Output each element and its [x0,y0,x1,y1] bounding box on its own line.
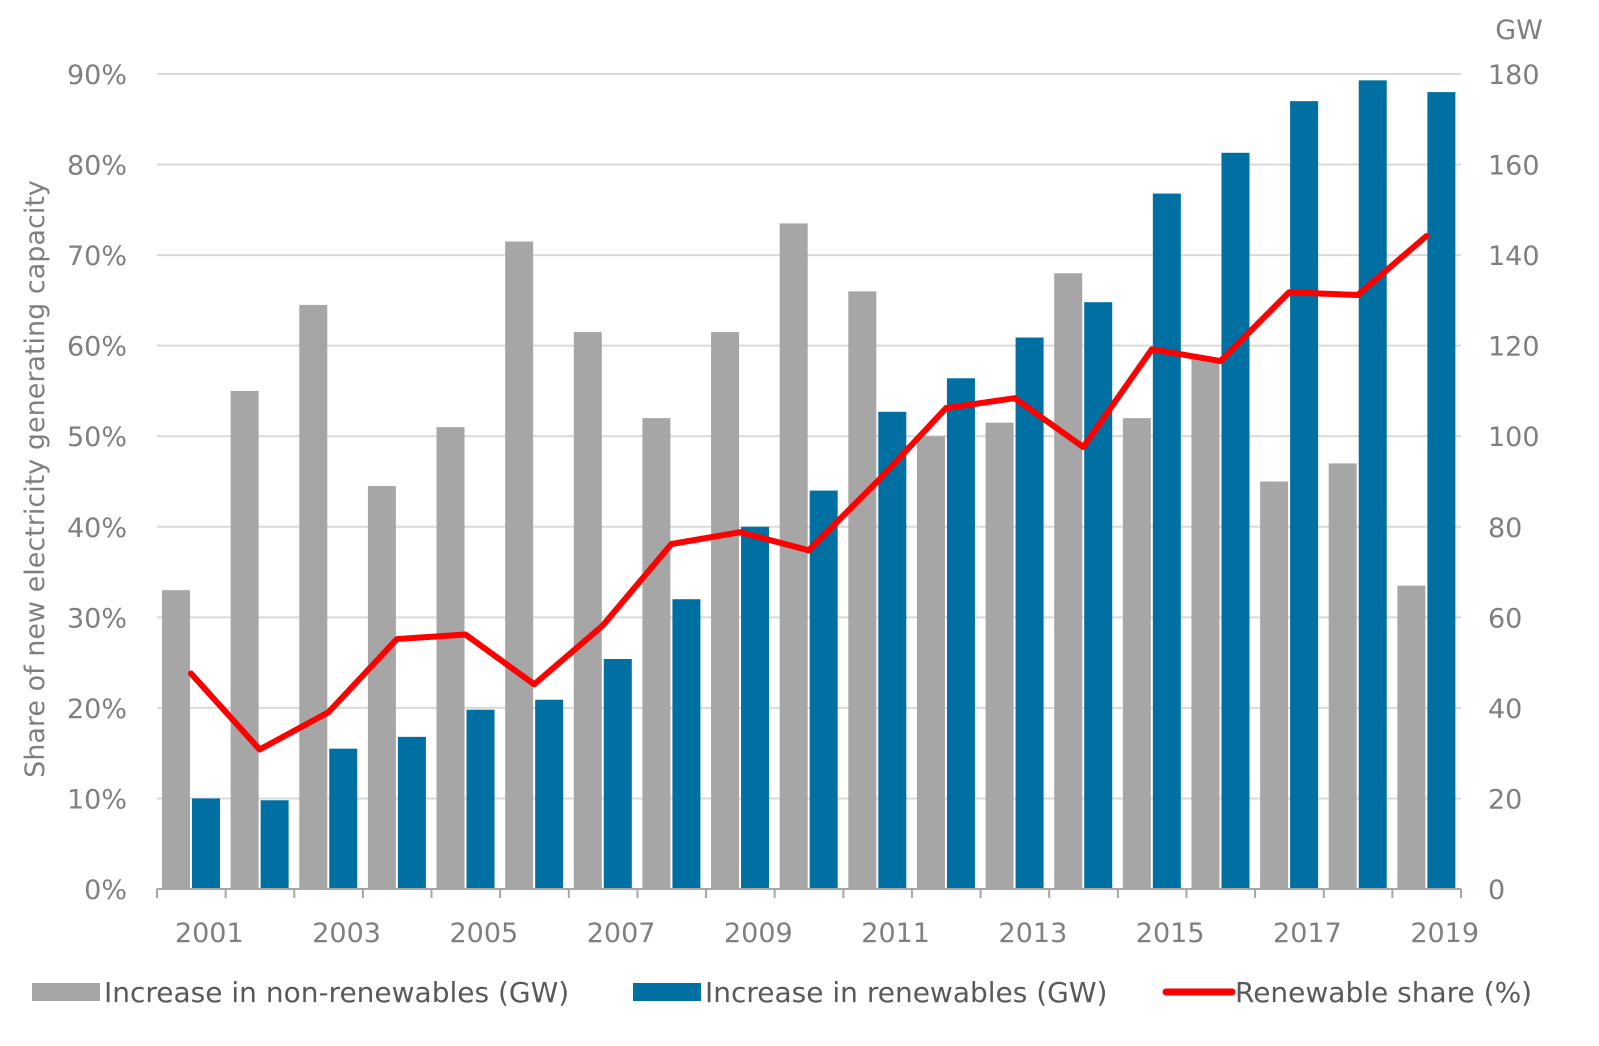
bar-renewables [1015,337,1044,889]
x-tick-label: 2015 [1136,918,1205,949]
y2-tick-label: 180 [1488,60,1540,91]
bar-non-renewables [436,427,465,889]
bar-non-renewables [299,304,328,890]
legend-label: Increase in non-renewables (GW) [104,976,569,1009]
bar-renewables [1290,101,1319,889]
y2-tick-label: 0 [1488,875,1505,906]
y2-tick-label: 80 [1488,513,1522,544]
bar-non-renewables [1260,481,1289,889]
bar-non-renewables [848,291,877,889]
legend-label: Increase in renewables (GW) [705,976,1107,1009]
bar-non-renewables [1328,463,1357,889]
bar-renewables [1427,92,1456,890]
bar-non-renewables [573,332,602,889]
bar-non-renewables [1122,418,1151,889]
bar-non-renewables [642,418,671,889]
bar-renewables [1152,193,1181,890]
y-tick-label: 30% [67,603,127,634]
y-tick-label: 50% [67,422,127,453]
bar-renewables [397,736,426,889]
y2-tick-label: 140 [1488,241,1540,272]
bar-non-renewables [230,390,259,889]
y-tick-label: 20% [67,694,127,725]
y2-tick-label: 100 [1488,422,1540,453]
y2-tick-label: 60 [1488,603,1522,634]
bar-renewables [1221,152,1250,890]
line-series [188,233,1430,753]
x-tick-label: 2003 [312,918,381,949]
bar-renewables [878,411,907,889]
x-tick-label: 2007 [587,918,656,949]
y-tick-label: 10% [67,784,127,815]
x-tick-label: 2017 [1273,918,1342,949]
bar-non-renewables [1054,273,1083,889]
x-tick-label: 2009 [724,918,793,949]
y2-tick-label: 160 [1488,151,1540,182]
bar-renewables [260,800,289,889]
y-axis-title: Share of new electricity generating capa… [20,180,51,778]
axes: 0% 0 10% 20 20% 40 30% 60 40% 80 50% 100 60% 120 70% 14… [67,60,1540,949]
x-tick-label: 2011 [861,918,930,949]
bar-renewables [946,378,975,889]
x-tick-label: 2005 [449,918,518,949]
bar-non-renewables [916,436,945,889]
bar-non-renewables [367,486,396,889]
y2-axis-title: GW [1495,15,1543,46]
bar-renewables [466,709,495,889]
bar-renewables [672,599,701,889]
x-tick-label: 2019 [1410,918,1479,949]
x-tick-label: 2013 [999,918,1068,949]
bar-renewables [809,490,838,889]
bar-non-renewables [505,241,534,889]
y2-tick-label: 120 [1488,332,1540,363]
y2-tick-label: 40 [1488,694,1522,725]
line-renewable-share [188,233,1430,753]
legend-swatch [633,983,701,1001]
bar-renewables [192,798,220,889]
y-tick-label: 40% [67,513,127,544]
y2-tick-label: 20 [1488,784,1522,815]
legend-swatch [32,983,100,1001]
bar-renewables [329,748,358,889]
legend: Increase in non-renewables (GW) Increase … [32,976,1532,1009]
bar-non-renewables [985,422,1014,889]
bar-renewables [603,658,632,889]
y-tick-label: 70% [67,241,127,272]
y-tick-label: 90% [67,60,127,91]
y-tick-label: 80% [67,151,127,182]
bar-non-renewables [779,223,808,889]
legend-label: Renewable share (%) [1235,976,1532,1009]
bar-non-renewables [711,332,740,889]
y-tick-label: 60% [67,332,127,363]
bar-series [162,80,1456,890]
x-tick-label: 2001 [175,918,244,949]
y-tick-label: 0% [84,875,127,906]
bar-non-renewables [1397,585,1426,889]
bar-renewables [741,526,770,889]
bar-non-renewables [1191,359,1220,889]
bar-non-renewables [162,590,190,889]
bar-renewables [535,699,564,889]
bar-renewables [1084,302,1113,889]
bar-renewables [1358,80,1387,890]
